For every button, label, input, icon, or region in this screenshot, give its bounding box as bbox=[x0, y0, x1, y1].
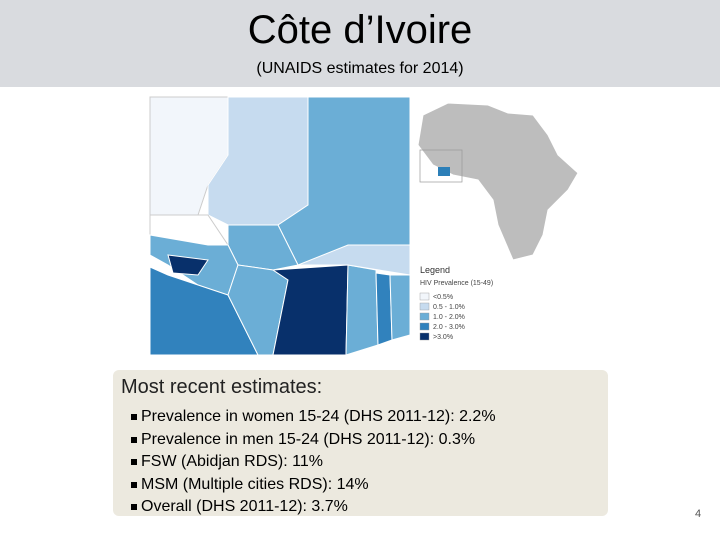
legend-swatch bbox=[419, 292, 430, 301]
subtitle: (UNAIDS estimates for 2014) bbox=[256, 60, 464, 77]
legend-swatch bbox=[419, 312, 430, 321]
legend-swatch bbox=[419, 332, 430, 341]
title: Côte d’Ivoire bbox=[247, 8, 473, 52]
legend-label: >3.0% bbox=[433, 334, 453, 341]
bullet: Overall (DHS 2011-12): 3.7% bbox=[131, 496, 496, 519]
bullet-list: Prevalence in women 15-24 (DHS 2011-12):… bbox=[131, 406, 496, 519]
bullet: Prevalence in women 15-24 (DHS 2011-12):… bbox=[131, 406, 496, 429]
legend-swatch bbox=[419, 302, 430, 311]
estimates-box: Most recent estimates: Prevalence in wom… bbox=[113, 370, 608, 516]
bullet: MSM (Multiple cities RDS): 14% bbox=[131, 474, 496, 497]
legend-swatch bbox=[419, 322, 430, 331]
legend-title: Legend bbox=[420, 265, 450, 275]
legend-label: 2.0 - 3.0% bbox=[433, 324, 465, 331]
legend-subtitle: HIV Prevalence (15-49) bbox=[420, 280, 493, 287]
box-heading: Most recent estimates: bbox=[121, 376, 323, 398]
bullet: FSW (Abidjan RDS): 11% bbox=[131, 451, 496, 474]
header: Côte d’Ivoire (UNAIDS estimates for 2014… bbox=[0, 0, 720, 87]
legend-label: <0.5% bbox=[433, 294, 453, 301]
map: Legend HIV Prevalence (15-49) <0.5% 0.5 -… bbox=[149, 96, 579, 356]
bullet: Prevalence in men 15-24 (DHS 2011-12): 0… bbox=[131, 429, 496, 452]
page-number: 4 bbox=[695, 508, 702, 520]
legend-label: 0.5 - 1.0% bbox=[433, 304, 465, 311]
legend-label: 1.0 - 2.0% bbox=[433, 314, 465, 321]
